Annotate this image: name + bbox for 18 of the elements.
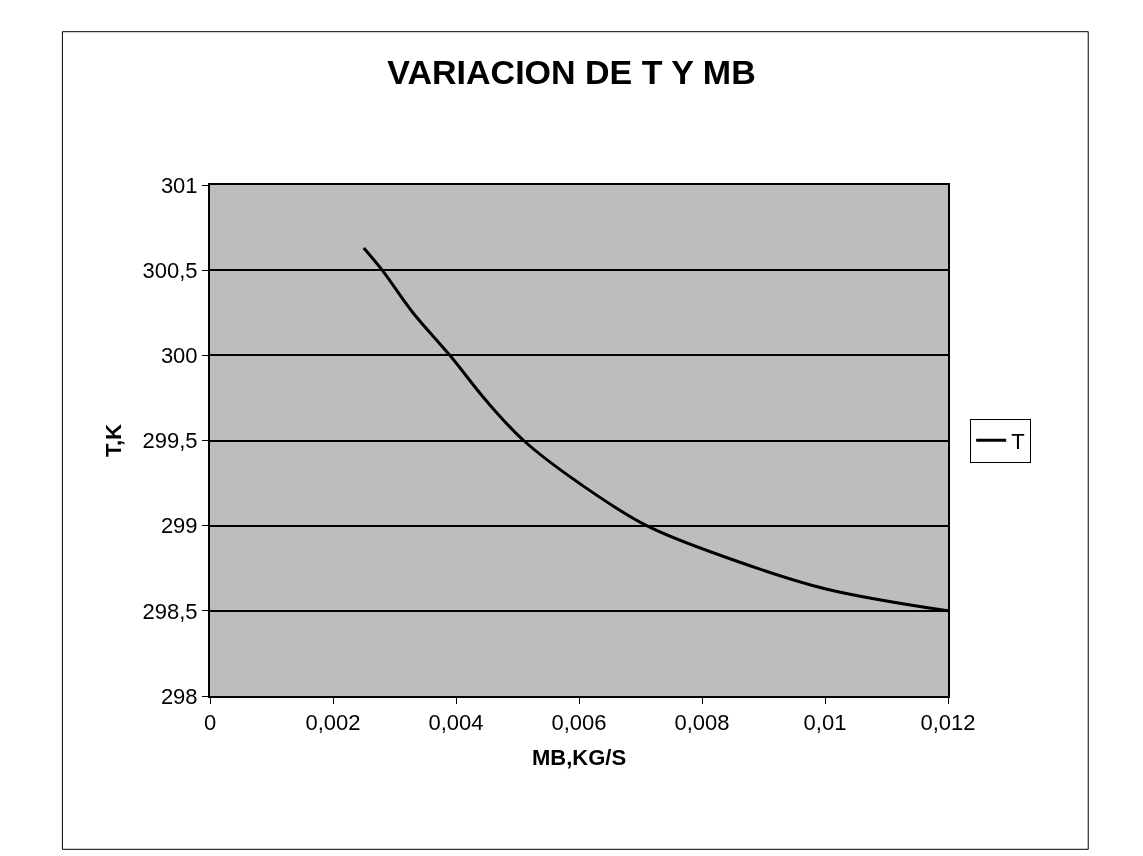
x-tick-label: 0 — [203, 710, 217, 736]
y-tick-label: 298,5 — [142, 598, 198, 624]
y-tick-label: 301 — [160, 172, 198, 198]
x-tick-label: 0,01 — [803, 710, 847, 736]
x-tick-label: 0,002 — [305, 710, 361, 736]
y-tick-label: 299 — [160, 513, 198, 539]
x-tick-label: 0,012 — [920, 710, 976, 736]
x-axis-title: MB,KG/S — [531, 744, 627, 770]
x-tick-label: 0,006 — [551, 710, 607, 736]
legend-label: T — [1011, 428, 1025, 454]
y-tick-label: 299,5 — [142, 428, 198, 454]
x-tick-label: 0,008 — [674, 710, 730, 736]
y-tick-label: 300,5 — [142, 257, 198, 283]
chart-title: VARIACION DE T Y MB — [387, 52, 756, 91]
y-tick-label: 298 — [160, 683, 198, 709]
y-tick-label: 300 — [160, 343, 198, 369]
x-tick-label: 0,004 — [428, 710, 484, 736]
y-axis-title: T,K — [100, 423, 126, 457]
